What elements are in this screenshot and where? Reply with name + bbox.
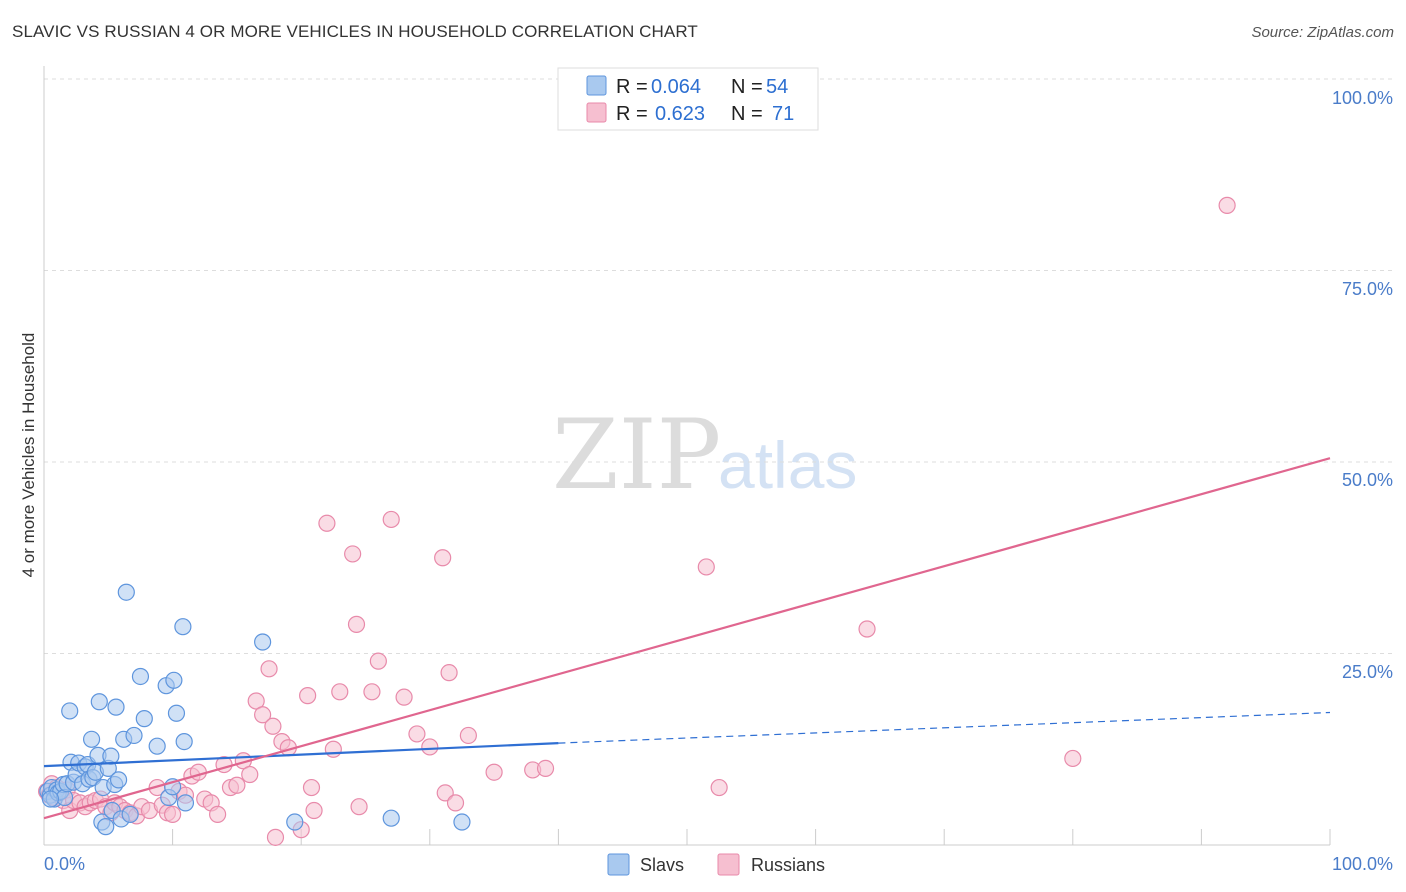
slavs-point-46	[174, 618, 192, 636]
y-tick-label-25: 25.0%	[1342, 662, 1393, 682]
russians-point-27	[164, 805, 182, 823]
russians-point-53	[331, 683, 349, 701]
legend-n-label-slavs: N =	[731, 76, 763, 98]
russians-point-71	[697, 558, 715, 576]
bottom-legend-label-russians: Russians	[751, 855, 825, 875]
bottom-legend: Slavs Russians	[607, 853, 825, 876]
slavs-point-53	[41, 790, 60, 808]
slavs-trend-line	[43, 742, 559, 768]
legend-swatch-russians	[586, 102, 607, 123]
source-label: Source: ZipAtlas.com	[1251, 24, 1394, 41]
russians-point-34	[209, 805, 227, 823]
russians-point-54	[344, 545, 362, 563]
slavs-point-26	[97, 818, 115, 836]
legend: R = 0.064 N = 54 R = 0.623 N = 71	[557, 67, 819, 131]
russians-point-40	[247, 692, 265, 710]
slavs-point-49	[254, 633, 272, 651]
y-tick-label-50: 50.0%	[1342, 470, 1393, 490]
russians-point-49	[302, 778, 321, 797]
legend-n-label-russians: N =	[731, 103, 763, 125]
slavs-point-52	[453, 813, 471, 831]
slavs-point-40	[148, 737, 166, 755]
chart-title: SLAVIC VS RUSSIAN 4 OR MORE VEHICLES IN …	[12, 22, 698, 41]
russians-point-73	[858, 620, 876, 638]
x-axis-ticks	[43, 829, 1331, 845]
russians-point-63	[434, 549, 452, 567]
watermark-zip: ZIP	[552, 399, 721, 511]
russians-point-39	[241, 765, 259, 784]
russians-point-74	[1064, 749, 1082, 768]
slavs-point-28	[102, 747, 120, 765]
slavs-point-47	[175, 732, 193, 751]
russians-point-66	[446, 794, 465, 812]
russians-point-41	[254, 706, 272, 724]
slavs-point-36	[121, 805, 139, 823]
y-tick-label-100: 100.0%	[1332, 88, 1393, 108]
slavs-point-23	[90, 693, 108, 711]
russians-point-51	[318, 514, 336, 532]
slavs-point-50	[286, 813, 304, 831]
slavs-point-44	[165, 671, 183, 689]
legend-r-label-slavs: R =	[616, 76, 648, 98]
russians-point-42	[260, 660, 278, 678]
watermark-atlas: atlas	[718, 428, 857, 502]
slavs-trend-extension	[558, 711, 1331, 744]
russians-point-57	[363, 683, 381, 701]
russians-point-37	[228, 776, 246, 794]
bottom-legend-label-slavs: Slavs	[640, 855, 684, 875]
russians-trend-line	[43, 457, 1331, 820]
slavs-point-37	[125, 726, 143, 745]
slavs-point-19	[82, 730, 101, 748]
russians-point-65	[440, 664, 458, 682]
legend-n-value-slavs: 54	[766, 76, 788, 98]
slavs-point-51	[382, 809, 400, 827]
russians-point-48	[299, 687, 317, 705]
russians-point-60	[395, 688, 413, 706]
trend-lines	[43, 457, 1331, 820]
watermark: ZIP atlas	[552, 399, 857, 511]
russians-point-67	[459, 726, 477, 745]
russians-point-59	[382, 510, 400, 529]
legend-r-value-slavs: 0.064	[651, 76, 701, 98]
slavs-point-38	[131, 667, 150, 686]
russians-point-56	[350, 798, 368, 816]
y-axis-label: 4 or more Vehicles in Household	[19, 333, 38, 578]
russians-point-75	[1218, 196, 1236, 214]
russians-point-61	[408, 725, 426, 743]
russians-series	[37, 196, 1236, 846]
russians-point-43	[264, 717, 282, 735]
russians-point-31	[189, 763, 207, 781]
y-tick-label-75: 75.0%	[1342, 279, 1393, 299]
russians-point-55	[347, 615, 366, 633]
bottom-legend-swatch-slavs	[607, 853, 630, 876]
legend-r-label-russians: R =	[616, 103, 648, 125]
russians-point-62	[421, 738, 439, 756]
slavs-point-35	[117, 583, 135, 601]
legend-swatch-slavs	[586, 75, 607, 96]
slavs-point-48	[176, 794, 195, 812]
legend-r-value-russians: 0.623	[655, 103, 705, 125]
slavs-point-10	[61, 702, 79, 720]
slavs-point-32	[109, 771, 128, 789]
x-tick-label-max: 100.0%	[1332, 854, 1393, 874]
russians-point-50	[305, 801, 323, 820]
russians-point-52	[324, 740, 342, 758]
russians-point-58	[369, 652, 387, 670]
russians-point-64	[436, 784, 454, 802]
russians-point-72	[710, 778, 728, 797]
y-tick-labels: 100.0% 75.0% 50.0% 25.0%	[1332, 88, 1393, 682]
x-tick-label-min: 0.0%	[44, 854, 85, 874]
russians-point-68	[485, 763, 503, 781]
bottom-legend-swatch-russians	[717, 853, 740, 876]
russians-point-70	[536, 759, 555, 778]
slavs-point-31	[107, 698, 125, 716]
slavs-point-45	[167, 704, 186, 722]
slavs-point-39	[135, 710, 153, 728]
legend-n-value-russians: 71	[772, 103, 794, 125]
russians-point-44	[266, 828, 285, 846]
